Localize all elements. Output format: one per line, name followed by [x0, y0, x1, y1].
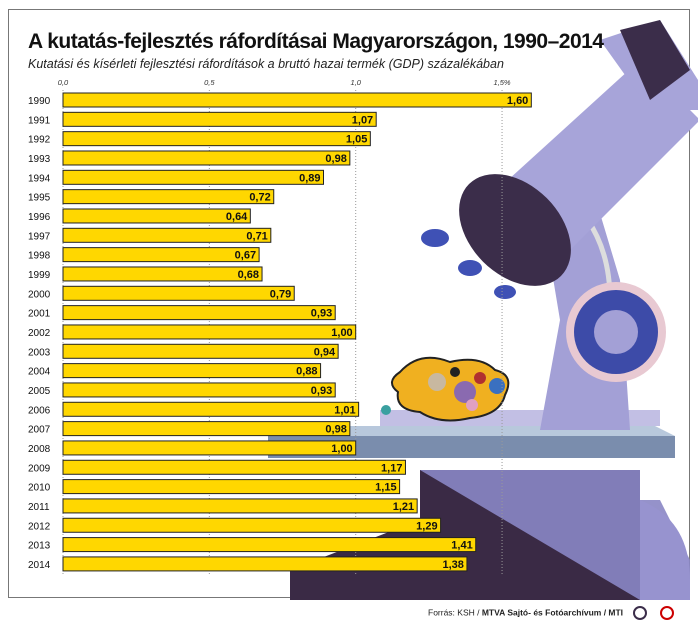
category-label: 2003: [28, 347, 51, 358]
value-label: 1,60: [507, 95, 528, 107]
source-bold: MTVA Sajtó- és Fotóarchívum / MTI: [481, 607, 624, 618]
bar: [62, 498, 418, 514]
category-label: 2006: [28, 405, 51, 416]
value-label: 1,00: [331, 327, 352, 339]
bar: [62, 150, 351, 166]
bar: [62, 227, 272, 243]
x-tick-label: 1,5%: [493, 78, 510, 87]
value-label: 0,72: [249, 192, 270, 204]
value-label: 0,64: [226, 211, 248, 223]
bar: [62, 208, 251, 224]
source-credit: Forrás: KSH / MTVA Sajtó- és Fotóarchívu…: [428, 606, 674, 620]
value-label: 1,38: [443, 559, 464, 571]
bar: [62, 324, 357, 340]
value-label: 0,98: [325, 424, 346, 436]
value-label: 0,98: [325, 153, 346, 165]
bar: [62, 479, 401, 495]
bar: [62, 305, 336, 321]
category-label: 2013: [28, 541, 51, 552]
bar: [62, 537, 477, 553]
value-label: 0,94: [314, 346, 336, 358]
category-label: 1992: [28, 135, 51, 146]
category-label: 2002: [28, 328, 51, 339]
bar: [62, 363, 322, 379]
value-label: 0,68: [238, 269, 259, 281]
category-label: 1995: [28, 193, 51, 204]
value-label: 1,17: [381, 462, 402, 474]
source-prefix: Forrás: KSH /: [428, 607, 482, 618]
category-label: 2005: [28, 386, 51, 397]
category-label: 2011: [28, 502, 50, 513]
bar: [62, 285, 295, 301]
category-label: 1996: [28, 212, 51, 223]
category-label: 2012: [28, 521, 51, 532]
category-label: 1999: [28, 270, 51, 281]
bar: [62, 131, 371, 147]
mti-logo: [659, 606, 674, 620]
category-label: 1997: [28, 231, 51, 242]
value-label: 1,41: [451, 540, 472, 552]
category-label: 2010: [28, 483, 51, 494]
value-label: 1,21: [393, 501, 414, 513]
chart-title: A kutatás-fejlesztés ráfordításai Magyar…: [28, 30, 604, 53]
category-label: 2009: [28, 463, 51, 474]
bar: [62, 440, 357, 456]
bar: [62, 266, 263, 282]
value-label: 1,01: [334, 404, 355, 416]
bar: [62, 111, 377, 127]
bar: [62, 459, 406, 475]
bar: [62, 247, 260, 263]
chart-subtitle: Kutatási és kísérleti fejlesztési ráford…: [28, 57, 504, 71]
value-label: 1,07: [352, 114, 373, 126]
x-tick-label: 1,0: [350, 78, 361, 87]
value-label: 0,89: [299, 172, 320, 184]
value-label: 1,29: [416, 520, 437, 532]
value-label: 0,67: [235, 250, 256, 262]
value-label: 0,71: [246, 230, 267, 242]
bar: [62, 343, 339, 359]
category-label: 1998: [28, 251, 51, 262]
value-label: 0,88: [296, 366, 317, 378]
bar: [62, 382, 336, 398]
x-tick-label: 0,0: [58, 78, 69, 87]
bar: [62, 421, 351, 437]
category-label: 1993: [28, 154, 51, 165]
mtva-logo: [633, 606, 648, 620]
value-label: 0,93: [311, 308, 332, 320]
category-label: 2008: [28, 444, 51, 455]
bar: [62, 189, 275, 205]
bar: [62, 169, 325, 185]
value-label: 1,15: [375, 482, 396, 494]
value-label: 0,79: [270, 288, 291, 300]
value-label: 1,05: [346, 134, 367, 146]
category-label: 2007: [28, 425, 51, 436]
category-label: 2004: [28, 367, 51, 378]
category-label: 2014: [28, 560, 51, 571]
category-label: 1994: [28, 173, 51, 184]
bar: [62, 92, 532, 108]
value-label: 0,93: [311, 385, 332, 397]
bar: [62, 556, 468, 572]
bar: [62, 517, 442, 533]
x-tick-label: 0,5: [204, 78, 215, 87]
category-label: 1991: [28, 115, 51, 126]
bar: [62, 401, 360, 417]
value-label: 1,00: [331, 443, 352, 455]
category-label: 1990: [28, 96, 51, 107]
category-label: 2001: [28, 309, 51, 320]
category-label: 2000: [28, 289, 51, 300]
